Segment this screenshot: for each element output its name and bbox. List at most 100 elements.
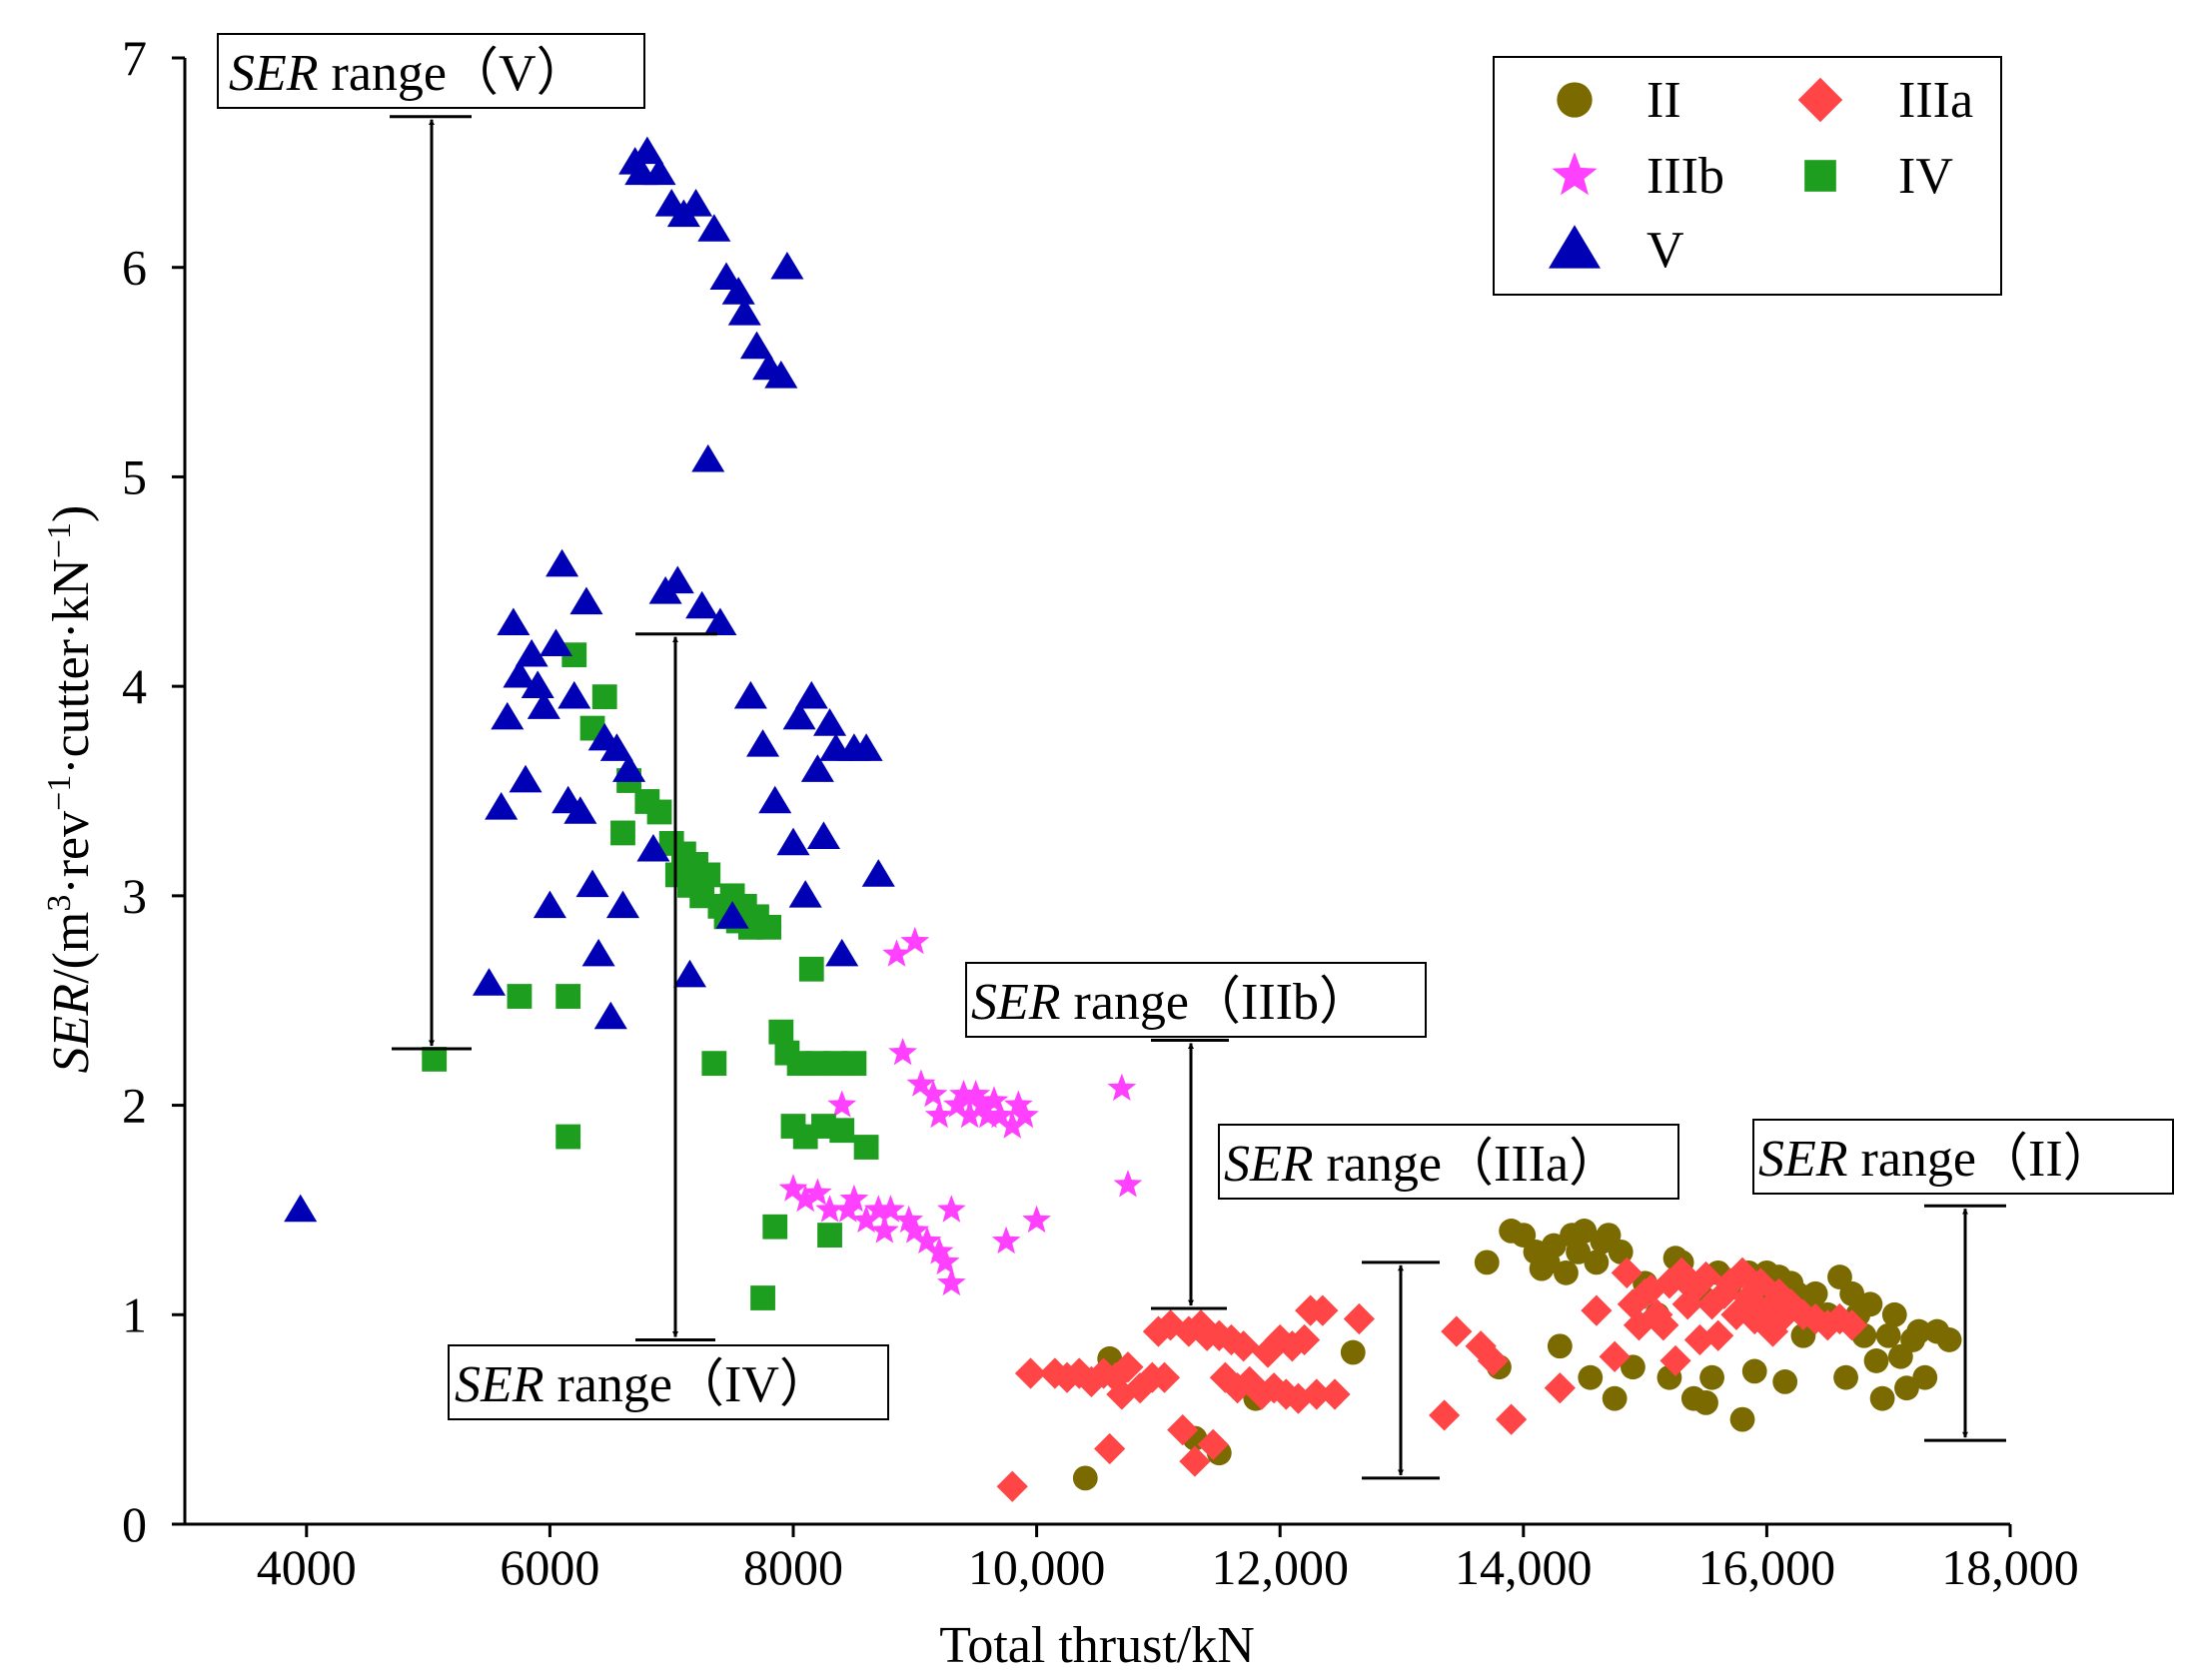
data-point [776, 827, 810, 856]
legend: II IIIa IIIb IV V [1493, 56, 2002, 296]
data-point [660, 565, 694, 594]
data-point [733, 680, 767, 709]
annotation-range-text: range（IIIb） [1061, 974, 1371, 1031]
legend-marker-circle [1557, 82, 1593, 118]
data-point [851, 1205, 881, 1234]
data-point [930, 1247, 960, 1275]
data-point [630, 136, 664, 165]
data-point [1790, 1322, 1816, 1348]
data-point [703, 607, 737, 636]
data-point [1839, 1280, 1865, 1306]
data-point [1623, 1309, 1655, 1341]
legend-marker-square [1804, 160, 1836, 192]
legend-label: IV [1898, 148, 1953, 205]
data-point [721, 277, 755, 305]
data-point [591, 684, 617, 710]
data-point [539, 628, 573, 657]
data-point [521, 670, 554, 698]
data-point [827, 1090, 857, 1118]
data-point [642, 157, 676, 186]
data-point [782, 701, 816, 730]
annotation-label: SER range（V） [229, 45, 588, 102]
data-point [882, 939, 911, 967]
annotation-label: SER range（IV） [455, 1356, 831, 1413]
data-point [1572, 1219, 1598, 1244]
y-axis-title-open: /(m [43, 912, 100, 984]
legend-label: V [1646, 222, 1684, 279]
data-point [918, 1080, 948, 1108]
legend-label: IIIb [1646, 148, 1724, 205]
data-point [829, 1118, 855, 1144]
data-point [284, 1194, 318, 1223]
y-tick-label: 4 [122, 658, 147, 714]
data-point [1599, 1340, 1631, 1372]
annotation-range-iv: SER range（IV） [448, 632, 889, 1420]
legend-marker-star [1552, 152, 1598, 196]
data-point [599, 733, 633, 761]
annotation-box [965, 962, 1427, 1038]
data-point [900, 926, 930, 955]
data-point [485, 792, 519, 820]
series-v [284, 136, 895, 1223]
data-point [764, 361, 798, 389]
data-point [888, 1038, 917, 1066]
data-point [1547, 1333, 1573, 1359]
data-point [1541, 1233, 1567, 1259]
data-point [1611, 1257, 1643, 1288]
data-point [1010, 1100, 1039, 1129]
y-tick-label: 0 [122, 1496, 147, 1552]
data-point [1802, 1280, 1828, 1306]
data-point [507, 984, 533, 1009]
x-ticks: 4000 6000 8000 10,000 12,000 14,000 16,000 18,0… [257, 1524, 2079, 1595]
data-point [1072, 1465, 1098, 1491]
data-point [996, 1470, 1028, 1502]
data-point [1264, 1323, 1296, 1356]
y-axis-title-sup: 3 [41, 895, 78, 912]
data-point [593, 1001, 627, 1030]
x-tick-label: 12,000 [1211, 1539, 1349, 1595]
data-point [509, 764, 543, 793]
data-point [750, 1285, 775, 1310]
data-point [1441, 1315, 1473, 1347]
legend-marker-diamond [1797, 77, 1843, 123]
y-axis-title-cutter: ·cutter·kN [43, 558, 100, 775]
data-point [1689, 1260, 1722, 1293]
data-point [1112, 1351, 1144, 1383]
data-point [1148, 1361, 1181, 1393]
data-point [1566, 1239, 1592, 1264]
annotation-box [448, 1344, 889, 1420]
data-point [863, 1195, 893, 1223]
data-point [1477, 1344, 1509, 1377]
data-point [1702, 1319, 1734, 1351]
data-point [961, 1080, 991, 1108]
data-point [1647, 1309, 1679, 1341]
series-iiia [996, 1257, 1868, 1502]
series-iiib [778, 926, 1143, 1296]
annotation-label: SER range（IIIb） [971, 974, 1371, 1031]
data-point [1215, 1323, 1248, 1356]
x-tick-label: 18,000 [1941, 1539, 2079, 1595]
data-point [798, 956, 824, 982]
legend-item-iiia: IIIa [1797, 72, 1973, 129]
data-point [1738, 1302, 1770, 1335]
annotation-ser: SER [1224, 1136, 1314, 1193]
x-tick-label: 16,000 [1698, 1539, 1836, 1595]
data-point [1429, 1399, 1461, 1431]
data-point [768, 1019, 794, 1045]
data-point [1875, 1322, 1901, 1348]
data-point [756, 914, 782, 940]
data-point [1234, 1365, 1266, 1397]
annotation-ser: SER [1758, 1131, 1848, 1188]
annotation-box [1752, 1119, 2174, 1195]
data-point [778, 1174, 808, 1202]
data-point [1544, 1372, 1576, 1404]
y-tick-label: 2 [122, 1078, 147, 1134]
data-point [1823, 1302, 1856, 1335]
data-point [894, 1205, 924, 1234]
annotation-box [217, 33, 645, 109]
data-point [1659, 1344, 1691, 1377]
y-tick-label: 7 [122, 30, 147, 86]
legend-item-v: V [1549, 222, 1684, 279]
data-point [794, 680, 828, 709]
data-point [1014, 1357, 1047, 1389]
